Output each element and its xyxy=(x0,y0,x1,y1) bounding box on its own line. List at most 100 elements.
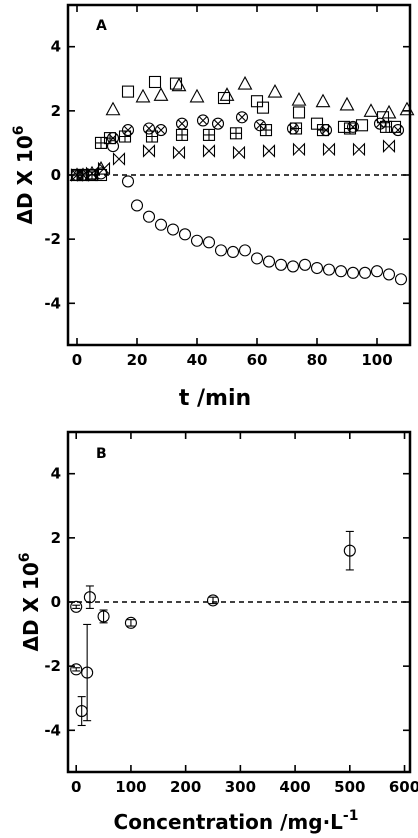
panel-a-series-5-point xyxy=(85,166,99,181)
panel-a-series-0-point xyxy=(358,266,372,279)
panel-a-series-5-point xyxy=(232,145,246,160)
panel-a-series-1-point-shape xyxy=(135,88,151,103)
panel-a-series-0-point-shape xyxy=(334,265,348,278)
panel-b: B 0 100 200 300 400 500 600 -4 -2 0 2 4 Concentrati… xyxy=(17,430,418,834)
panel-a-series-5-point xyxy=(112,152,126,166)
panel-a-series-1-point xyxy=(315,93,331,108)
panel-a-points xyxy=(69,75,415,286)
panel-a-series-5-point xyxy=(352,142,366,157)
panel-a-series-2-point-shape xyxy=(169,77,183,90)
panel-a-ticks: 0 20 40 60 80 100 -4 -2 0 2 4 xyxy=(44,5,410,369)
panel-a-series-0-point-shape xyxy=(262,255,276,268)
panel-a-series-5-point-shape xyxy=(382,139,396,153)
panel-a-series-4-point-cross xyxy=(156,125,166,135)
panel-b-x-tick-label: 400 xyxy=(279,778,310,796)
panel-b-series-0-point-shape xyxy=(206,594,220,607)
panel-a-x-tick-label: 20 xyxy=(127,351,148,369)
panel-a-series-0-point xyxy=(346,266,360,279)
panel-b-x-axis-title: Concentration /mg·L-1 xyxy=(114,808,359,834)
panel-a-series-4-point-cross xyxy=(177,119,187,128)
panel-a-series-0-point xyxy=(334,265,348,278)
panel-a: A 0 20 40 60 80 100 -4 -2 0 2 4 t /min ΔD X 106 xyxy=(11,3,415,411)
panel-a-y-axis-title-main: ΔD X 10 xyxy=(13,135,37,224)
panel-a-x-tick-label: 80 xyxy=(307,351,328,369)
panel-b-x-axis-title-exp: -1 xyxy=(343,808,359,824)
panel-a-series-4-point xyxy=(391,124,405,137)
panel-a-series-5-point-shape xyxy=(97,161,111,176)
panel-a-series-1-point xyxy=(105,101,121,116)
panel-a-series-0-point xyxy=(214,244,228,257)
panel-a-series-4-point-shape xyxy=(391,124,405,137)
panel-a-series-2-point xyxy=(169,77,183,90)
panel-a-series-0-point-shape xyxy=(190,234,204,247)
panel-b-x-tick-label: 100 xyxy=(115,778,146,796)
panel-a-series-0-point-shape xyxy=(130,199,144,212)
panel-b-series-0-point xyxy=(83,591,96,604)
panel-a-series-4-point-cross xyxy=(393,125,403,135)
panel-a-series-3-point xyxy=(316,124,330,137)
panel-b-y-tick-label: 4 xyxy=(51,465,61,483)
panel-a-series-5-point-shape xyxy=(232,145,246,160)
panel-a-series-1-point-shape xyxy=(363,103,379,117)
panel-a-series-1-point xyxy=(171,77,187,92)
panel-a-series-5-point xyxy=(70,168,84,182)
panel-b-points xyxy=(70,530,356,727)
panel-a-series-0-point xyxy=(130,199,144,212)
panel-a-series-0-point-shape xyxy=(121,175,135,188)
panel-a-series-3-point xyxy=(289,122,303,135)
panel-a-series-0-point-shape xyxy=(382,268,396,281)
panel-a-series-2-point-shape xyxy=(217,91,231,105)
panel-a-series-2-point-shape xyxy=(256,101,270,114)
panel-a-series-4-point xyxy=(142,122,156,135)
panel-b-y-axis-title: ΔD X 106 xyxy=(17,552,43,651)
panel-a-y-tick-label: 0 xyxy=(51,166,61,184)
panel-a-series-2-point-shape xyxy=(376,111,390,124)
panel-a-series-5-point xyxy=(202,144,216,158)
panel-a-series-5-point xyxy=(142,144,156,158)
panel-a-series-5-point-shape xyxy=(202,144,216,158)
panel-a-series-4-point-shape xyxy=(175,117,189,130)
panel-a-series-2-point xyxy=(217,91,231,105)
panel-a-series-4-point-shape xyxy=(235,111,249,124)
panel-a-series-5-point-shape xyxy=(172,145,186,160)
panel-a-series-4-point-cross xyxy=(288,124,298,133)
panel-a-series-0-point xyxy=(226,245,240,259)
panel-b-x-tick-label: 200 xyxy=(170,778,201,796)
panel-a-series-0-point xyxy=(322,263,336,276)
panel-a-series-3-point xyxy=(202,128,216,141)
panel-a-series-4-point-shape xyxy=(253,119,267,132)
panel-a-series-4-point-shape xyxy=(142,122,156,135)
panel-a-series-5-point xyxy=(97,161,111,176)
panel-a-series-5-point xyxy=(322,142,336,157)
panel-a-series-0-point xyxy=(370,265,384,278)
panel-b-series-0-point xyxy=(81,666,94,679)
panel-a-series-5-point-shape xyxy=(85,166,99,181)
panel-a-series-0-point-shape xyxy=(214,244,228,257)
panel-a-y-tick-label: -4 xyxy=(44,294,61,312)
panel-a-series-0-point xyxy=(142,210,156,223)
panel-b-series-0-point xyxy=(70,663,83,676)
panel-a-series-4-point xyxy=(106,132,120,145)
panel-a-series-0-point-shape xyxy=(286,260,300,273)
panel-a-series-1-point-shape xyxy=(267,83,283,98)
panel-a-x-axis-title: t /min xyxy=(179,386,251,411)
panel-b-series-0-point xyxy=(70,600,83,613)
panel-a-series-2-point-shape xyxy=(148,75,162,89)
panel-a-series-4-point-cross xyxy=(108,133,118,143)
panel-b-ticks: 0 100 200 300 400 500 600 -4 -2 0 2 4 xyxy=(44,432,418,796)
panel-b-series-0-point-shape xyxy=(83,591,96,604)
panel-a-series-5-point-shape xyxy=(112,152,126,166)
panel-a-series-0-point-shape xyxy=(322,263,336,276)
panel-a-series-0-point-shape xyxy=(394,273,408,286)
panel-b-x-tick-label: 300 xyxy=(225,778,256,796)
panel-a-series-4-point xyxy=(346,120,360,133)
panel-a-series-4-point-shape xyxy=(154,124,168,137)
panel-a-series-4-point xyxy=(196,114,210,127)
panel-a-series-0-point-shape xyxy=(142,210,156,223)
panel-a-series-0-point-shape xyxy=(166,223,180,236)
panel-a-series-2-point xyxy=(121,85,135,98)
panel-b-series-0-point-shape xyxy=(124,616,137,629)
panel-a-series-0-point xyxy=(154,218,168,231)
panel-a-series-4-point xyxy=(235,111,249,124)
panel-a-series-1-point-shape xyxy=(219,87,235,101)
